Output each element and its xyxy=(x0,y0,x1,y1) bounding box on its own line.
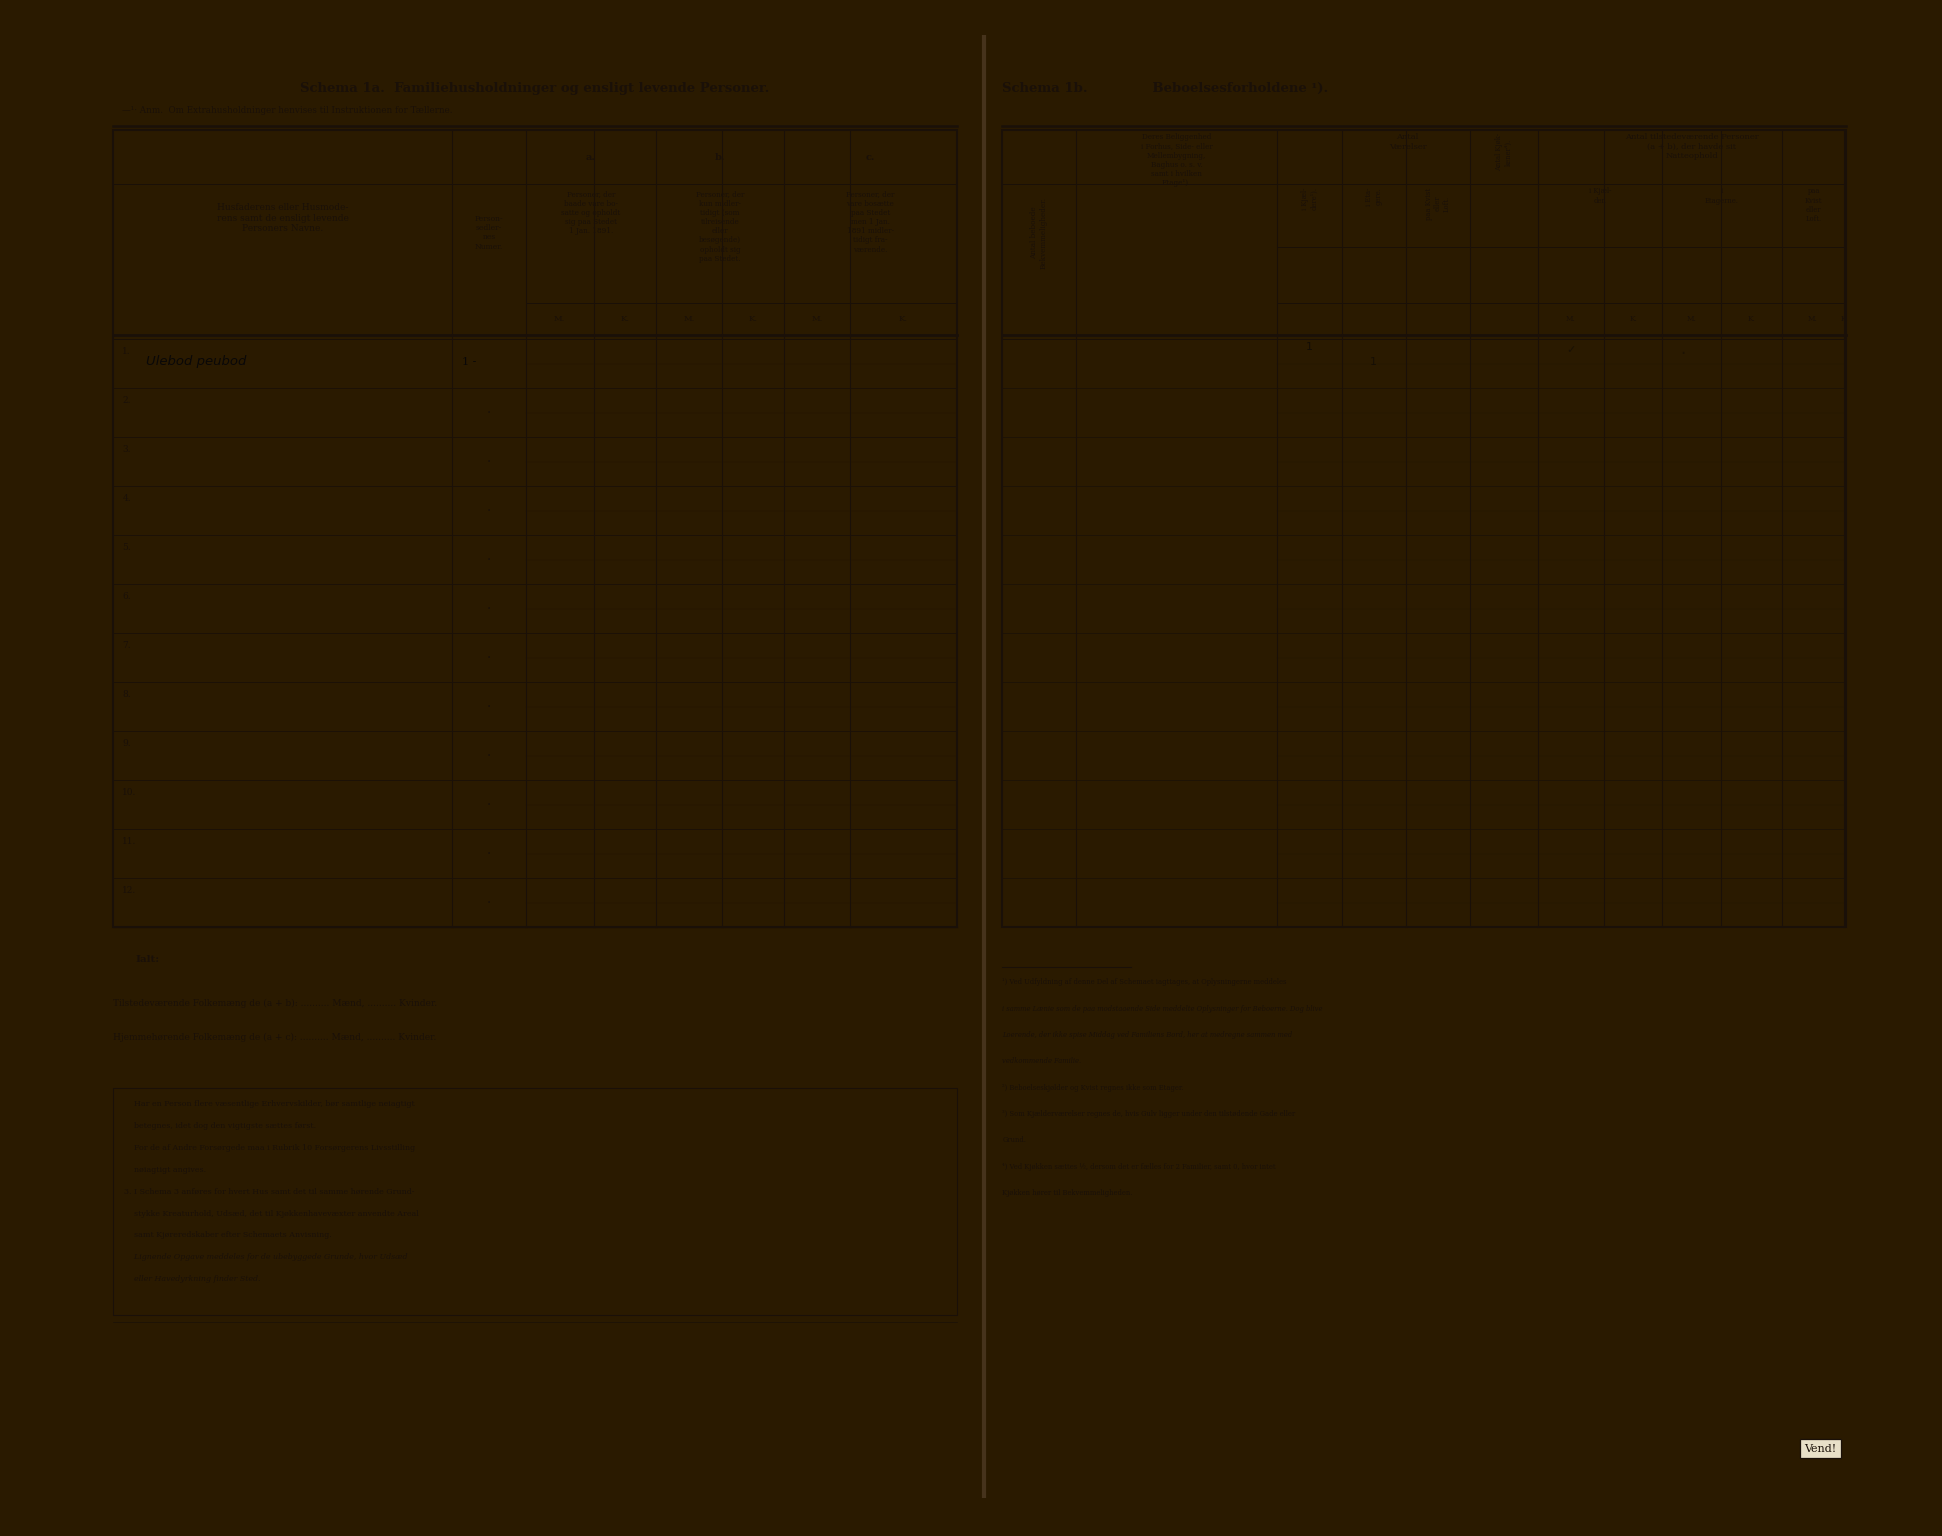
Text: stykke Kreaturhold, Udsæd, det til Kjøkkenhavevæxter anvendte Areal: stykke Kreaturhold, Udsæd, det til Kjøkk… xyxy=(124,1209,419,1218)
Text: 1: 1 xyxy=(1305,343,1313,352)
Text: ²) Beboelseskjølder og Kvist regnes ikke som Etager.: ²) Beboelseskjølder og Kvist regnes ikke… xyxy=(1002,1084,1185,1092)
Text: Loerende, der ikke spise Middag ved Familiens Bord, her at medregne sammen med: Loerende, der ikke spise Middag ved Fami… xyxy=(1002,1031,1293,1040)
Text: i
Etagerne.: i Etagerne. xyxy=(1705,187,1738,204)
Text: M.: M. xyxy=(553,315,565,323)
Text: M.: M. xyxy=(1688,315,1697,323)
Text: ⁴) Ved Kjøkken sættes ½, dersom det er fælles for 2 Familier, samt 0, hvor intet: ⁴) Ved Kjøkken sættes ½, dersom det er f… xyxy=(1002,1163,1276,1170)
Text: paa Kvist
eller
Loft.: paa Kvist eller Loft. xyxy=(1425,187,1451,220)
Text: Lignende Opgave meddeles for de ubebyggede Grunde, hvor Udsæd: Lignende Opgave meddeles for de ubebygge… xyxy=(124,1253,408,1261)
Text: i Kjæl-
dere¹).: i Kjæl- dere¹). xyxy=(1301,187,1319,210)
Text: M.: M. xyxy=(684,315,695,323)
Text: ·: · xyxy=(487,406,491,419)
Text: 3. I Schema 3 anføres for hvert Hus samt det til samme hørende Grund-: 3. I Schema 3 anføres for hvert Hus samt… xyxy=(124,1187,416,1195)
Text: ·: · xyxy=(487,846,491,860)
Text: betegnes, idet dog den vigtigste sættes først.: betegnes, idet dog den vigtigste sættes … xyxy=(124,1121,317,1130)
Bar xyxy=(113,131,957,928)
Text: Schema 1b.              Beboelsesforholdene ¹).: Schema 1b. Beboelsesforholdene ¹). xyxy=(1002,81,1328,95)
Text: nøiagtigt angives.: nøiagtigt angives. xyxy=(124,1166,206,1174)
Text: ·: · xyxy=(487,700,491,714)
Text: Antal tilstedeværende Personer
(a + b), der havde sit
Natteophold: Antal tilstedeværende Personer (a + b), … xyxy=(1625,134,1759,160)
Text: ·: · xyxy=(487,455,491,468)
Text: i Kjæl-
der.: i Kjæl- der. xyxy=(1589,187,1612,204)
Text: paa
Kvist
eller
Loft.: paa Kvist eller Loft. xyxy=(1804,187,1822,223)
Text: Vend!: Vend! xyxy=(1804,1444,1837,1453)
Text: 4.: 4. xyxy=(122,493,130,502)
Text: Tilstedeværende Folkemæng de (a + b): .......... Mænd, .......... Kvinder.: Tilstedeværende Folkemæng de (a + b): ..… xyxy=(113,998,437,1008)
Text: Antal
Værelser: Antal Værelser xyxy=(1389,134,1427,151)
Text: ·: · xyxy=(487,504,491,518)
Text: b.: b. xyxy=(715,154,724,161)
Text: K.: K. xyxy=(1841,315,1849,323)
Text: 1: 1 xyxy=(1371,356,1377,367)
Text: Antal beboede
Bekvemmeligheder.: Antal beboede Bekvemmeligheder. xyxy=(1031,197,1047,269)
Text: ·: · xyxy=(487,602,491,616)
Text: M.: M. xyxy=(1808,315,1818,323)
Text: Husfaderens eller Husmode-
rens samt de ensligt levende
Personers Navne.: Husfaderens eller Husmode- rens samt de … xyxy=(218,203,350,233)
Text: Person-
sedler-
nes
Numer.: Person- sedler- nes Numer. xyxy=(474,215,503,250)
Text: ¹) Ved Udfyldning af denne Del af Schemaet iagttages, at Oplysningerne meddeles: ¹) Ved Udfyldning af denne Del af Schema… xyxy=(1002,978,1288,986)
Text: i samme Lænie som de paa modstaaende Side meddelte Oplysninger for Beboerne. Dog: i samme Lænie som de paa modstaaende Sid… xyxy=(1002,1005,1323,1012)
Text: samt Kjøreredskaber efter Schemaets Anvisning.: samt Kjøreredskaber efter Schemaets Anvi… xyxy=(124,1232,332,1240)
Text: K.: K. xyxy=(619,315,629,323)
Text: 11.: 11. xyxy=(122,837,136,846)
Text: 8.: 8. xyxy=(122,690,130,699)
Text: ·: · xyxy=(487,750,491,763)
Text: 12.: 12. xyxy=(122,886,136,894)
Text: 9.: 9. xyxy=(122,739,130,748)
Text: K.: K. xyxy=(1748,315,1756,323)
Text: Antal Kjøk-
kener⁴).: Antal Kjøk- kener⁴). xyxy=(1495,134,1513,172)
Text: Ulebod peubod: Ulebod peubod xyxy=(146,355,247,369)
Text: 5.: 5. xyxy=(122,542,132,551)
Text: Hjemmehørende Folkemæng de (a + c): .......... Mænd, .......... Kvinder.: Hjemmehørende Folkemæng de (a + c): ....… xyxy=(113,1032,437,1041)
Text: ✓: ✓ xyxy=(1565,344,1575,355)
Text: M.: M. xyxy=(812,315,823,323)
Text: Personer, der
vare bosætte
paa Stedet
men 1 Jan.
1891 midler-
tidigt fra-
værend: Personer, der vare bosætte paa Stedet me… xyxy=(847,190,895,253)
Text: M.: M. xyxy=(1565,315,1575,323)
Text: Ialt:: Ialt: xyxy=(136,955,159,965)
Text: ·: · xyxy=(487,651,491,665)
Text: ·: · xyxy=(487,895,491,909)
Text: i Eta-
gere.: i Eta- gere. xyxy=(1365,187,1383,206)
Bar xyxy=(113,1087,957,1315)
Text: 7.: 7. xyxy=(122,641,130,650)
Text: ³) Som Kjælderværelser regnes de, hvis Gulv ligger under den tilstødende Gade el: ³) Som Kjælderværelser regnes de, hvis G… xyxy=(1002,1111,1295,1118)
Text: K.: K. xyxy=(899,315,909,323)
Text: vedkommende Familie.: vedkommende Familie. xyxy=(1002,1057,1082,1066)
Text: Kjøkken hører til Bekvemmeligheden.: Kjøkken hører til Bekvemmeligheden. xyxy=(1002,1189,1132,1197)
Text: Personer, der
kun midler-
tidigt (som
tilreisende
eller
besøgende)
opholdt sig
p: Personer, der kun midler- tidigt (som ti… xyxy=(695,190,744,263)
Text: a.: a. xyxy=(586,154,596,161)
Text: Grund.: Grund. xyxy=(1002,1137,1025,1144)
Text: Schema 1a.  Familiehusholdninger og ensligt levende Personer.: Schema 1a. Familiehusholdninger og ensli… xyxy=(301,81,769,95)
Text: 1 -: 1 - xyxy=(462,356,476,367)
Text: K.: K. xyxy=(748,315,757,323)
Text: —¹· Anm.  Om Extrahusholdninger henvises til Instruktionen for Tællerne.: —¹· Anm. Om Extrahusholdninger henvises … xyxy=(122,106,452,115)
Text: For de af Andre Forsørgede maa i Rubrik 10 Forsørgerens Livsstilling: For de af Andre Forsørgede maa i Rubrik … xyxy=(124,1144,416,1152)
Text: eller Havedyrkning finder Sted.: eller Havedyrkning finder Sted. xyxy=(124,1275,260,1284)
Text: K.: K. xyxy=(1629,315,1637,323)
Text: ·: · xyxy=(487,797,491,813)
Text: 1.: 1. xyxy=(122,347,130,356)
Text: c.: c. xyxy=(866,154,876,161)
Bar xyxy=(1002,131,1845,928)
Text: Deres Beliggenhed
i Forhus, Side- eller
Mellembygning,
Baghus o. s. v.
samt i hv: Deres Beliggenhed i Forhus, Side- eller … xyxy=(1140,134,1212,187)
Text: 3.: 3. xyxy=(122,445,130,453)
Text: 10.: 10. xyxy=(122,788,136,797)
Text: Har en Person flere væsentlige Erhvervskilder, bør samtlige neiagtigt: Har en Person flere væsentlige Erhvervsk… xyxy=(124,1100,416,1107)
Text: 2.: 2. xyxy=(122,396,130,406)
Text: ·: · xyxy=(1680,346,1686,362)
Text: 6.: 6. xyxy=(122,591,130,601)
Text: ·: · xyxy=(487,553,491,567)
Text: Personer, der
baade vare bo-
satte og opholdt
sig paa Stedet
1 Jan. 1891.: Personer, der baade vare bo- satte og op… xyxy=(561,190,619,235)
